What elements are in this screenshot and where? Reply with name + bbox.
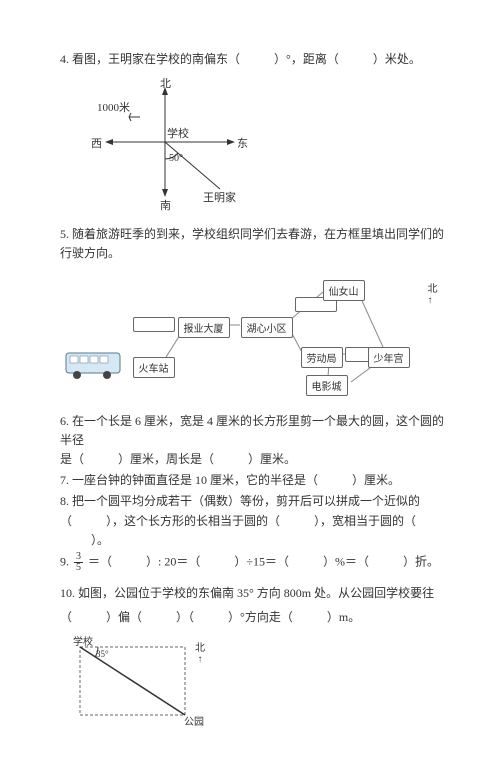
q8-c: ），这个长方形的长相当于圆的（	[106, 514, 280, 528]
park-north: 北↑	[195, 639, 205, 665]
q9-a: ＝（	[88, 554, 112, 568]
flow-north: 北↑	[428, 280, 438, 306]
q7-a: 7. 一座台钟的钟面直径是 10 厘米，它的半径是（	[60, 473, 318, 487]
q9-e: ）折。	[403, 554, 439, 568]
q10-a: 10. 如图，公园位于学校的东偏南 35° 方向 800m 处。从公园回学校要往	[60, 586, 434, 600]
q8-a: 8. 把一个圆平均分成若干（偶数）等份，剪开后可以拼成一个近似的	[60, 494, 420, 508]
q8-b: （	[60, 514, 72, 528]
q8-e: ）。	[91, 533, 109, 547]
q10-e: ）°方向走（	[228, 610, 293, 624]
frac-den: 5	[74, 563, 83, 573]
compass-scale: 1000米	[97, 99, 130, 115]
flow-station: 火车站	[133, 357, 175, 378]
compass-diagram: 北 南 东 西 学校 50° 王明家 1000米	[85, 77, 285, 217]
compass-south: 南	[160, 197, 171, 213]
compass-angle: 50°	[169, 153, 183, 164]
compass-center: 学校	[167, 125, 189, 141]
compass-svg	[85, 77, 285, 217]
q9-c: ）÷15＝（	[234, 554, 289, 568]
q10-c: ）偏（	[106, 610, 142, 624]
park-diagram: 学校 公园 35° 北↑	[70, 637, 220, 737]
q9-d: ）%＝（	[323, 554, 369, 568]
park-school: 学校	[73, 633, 93, 648]
question-7: 7. 一座台钟的钟面直径是 10 厘米，它的半径是（ ）厘米。	[60, 471, 445, 490]
question-5: 5. 随着旅游旺季的到来，学校组织同学们去春游，在方框里填出同学们的行驶方向。	[60, 225, 445, 263]
fraction: 3 5	[74, 552, 83, 573]
compass-house: 王明家	[203, 189, 236, 205]
compass-north: 北	[160, 75, 171, 91]
question-9: 9. 3 5 ＝（ ）: 20＝（ ）÷15＝（ ）%＝（ ）折。	[60, 552, 445, 573]
question-6: 6. 在一个长是 6 厘米，宽是 4 厘米的长方形里剪一个最大的圆，这个圆的半径…	[60, 412, 445, 470]
q10-f: ）m。	[327, 610, 360, 624]
question-4: 4. 看图，王明家在学校的南偏东（ ）°，距离（ ）米处。	[60, 50, 445, 69]
q4-text-mid: ）°，距离（	[274, 52, 339, 66]
q4-text-end: ）米处。	[373, 52, 421, 66]
q7-b: ）厘米。	[352, 473, 400, 487]
bus-icon	[63, 350, 125, 382]
compass-east: 东	[237, 135, 248, 151]
flow-labor: 劳动局	[301, 347, 343, 368]
q6-a: 6. 在一个长是 6 厘米，宽是 4 厘米的长方形里剪一个最大的圆，这个圆的半径	[60, 414, 444, 447]
q6-b: 是（	[60, 452, 84, 466]
flow-youth: 少年宫	[368, 347, 410, 368]
q9-label: 9.	[60, 554, 69, 568]
flow-movie: 电影城	[306, 375, 348, 396]
flowchart-diagram: 火车站 报业大厦 湖心小区 仙女山 劳动局 电影城 少年宫 北↑	[63, 272, 443, 402]
q10-d: ）（	[176, 610, 194, 624]
park-park: 公园	[184, 713, 204, 728]
q6-c: ）厘米，周长是（	[118, 452, 214, 466]
q6-d: ）厘米。	[248, 452, 296, 466]
q4-text-pre: 4. 看图，王明家在学校的南偏东（	[60, 52, 240, 66]
flow-xiannv: 仙女山	[323, 280, 365, 301]
q10-b: （	[60, 610, 72, 624]
question-10: 10. 如图，公园位于学校的东偏南 35° 方向 800m 处。从公园回学校要往…	[60, 581, 445, 629]
flow-baoye: 报业大厦	[178, 317, 230, 338]
question-8: 8. 把一个圆平均分成若干（偶数）等份，剪开后可以拼成一个近似的 （ ），这个长…	[60, 492, 445, 550]
q8-d: ），宽相当于圆的（	[314, 514, 416, 528]
q5-text: 5. 随着旅游旺季的到来，学校组织同学们去春游，在方框里填出同学们的行驶方向。	[60, 227, 444, 260]
q9-b: ）: 20＝（	[146, 554, 200, 568]
flow-huxin: 湖心小区	[241, 317, 293, 338]
flow-empty-1	[133, 317, 175, 332]
compass-west: 西	[91, 135, 102, 151]
park-angle: 35°	[96, 649, 109, 659]
